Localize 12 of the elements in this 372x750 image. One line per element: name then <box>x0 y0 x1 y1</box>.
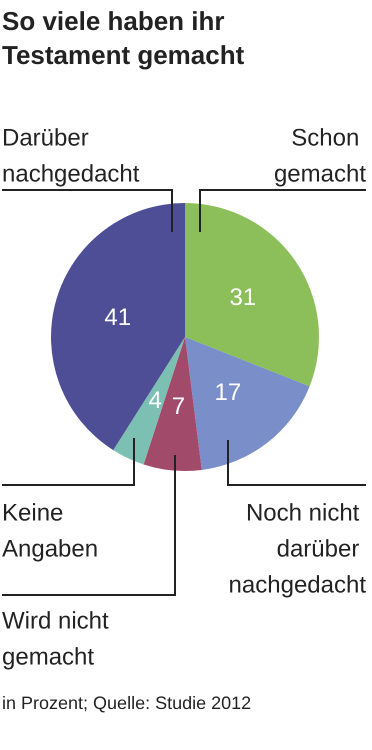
slice-label: Darüber nachgedacht <box>2 124 140 188</box>
data-label: 17 <box>214 378 242 406</box>
slice-label: Noch nicht darüber nachgedacht <box>228 500 366 598</box>
slice-label: Wird nicht gemacht <box>2 608 116 670</box>
data-label: 31 <box>230 284 256 312</box>
data-label: 4 <box>148 386 162 414</box>
data-label: 41 <box>104 304 132 331</box>
data-label: 7 <box>172 393 186 420</box>
chart-title: So viele haben ihr Testament gemacht <box>2 6 245 70</box>
slice-label: Keine Angaben <box>2 500 98 562</box>
text: in Prozent; Quelle: Studie 2012 <box>2 693 252 713</box>
slice-label: Schon gemacht <box>274 124 366 188</box>
